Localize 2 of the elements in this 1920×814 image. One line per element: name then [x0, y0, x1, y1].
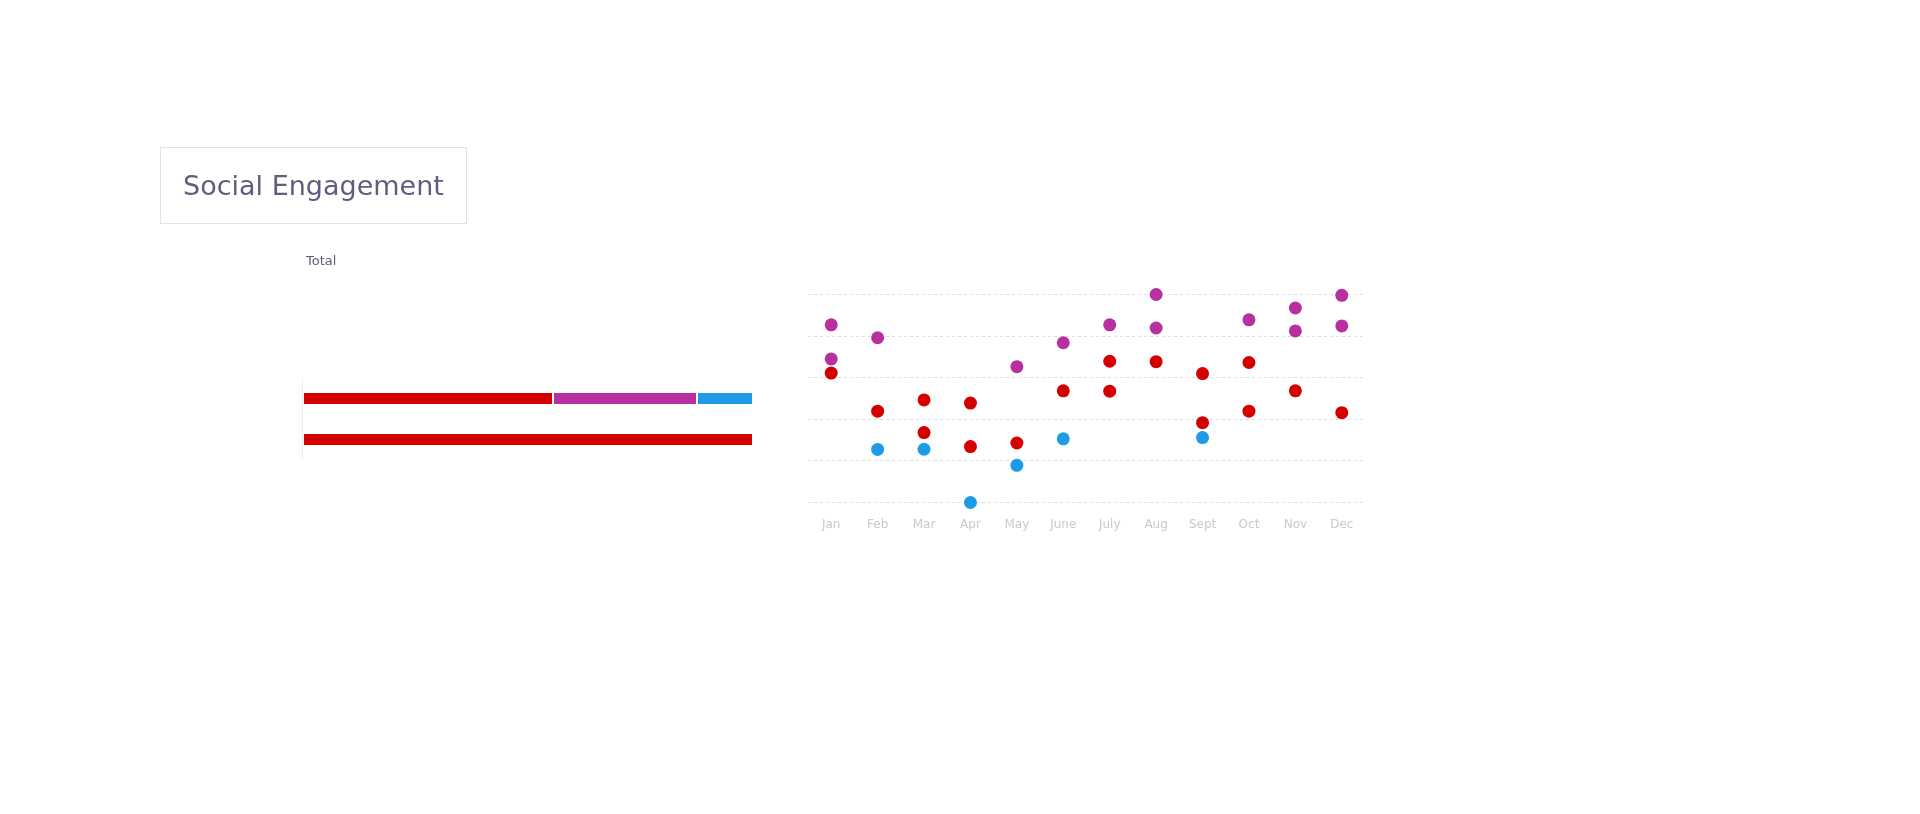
chart-title: Social Engagement: [183, 170, 444, 201]
text: Total: [305, 253, 337, 268]
